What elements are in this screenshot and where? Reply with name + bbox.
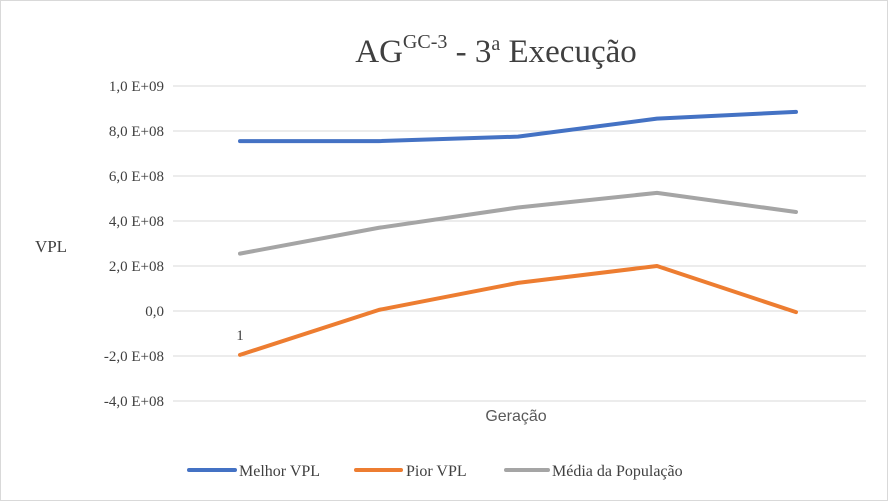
series-lines	[238, 109, 798, 357]
chart-title: AGGC-3 - 3a Execução	[355, 31, 637, 70]
legend-item-media-da-populacao: Média da População	[504, 463, 683, 480]
series-line-melhor-vpl	[238, 109, 798, 144]
series-line-média-da-população	[238, 190, 798, 256]
legend: Melhor VPL Pior VPL Média da População	[187, 463, 683, 480]
y-tick-label: 1,0 E+09	[109, 79, 164, 95]
legend-label: Melhor VPL	[239, 463, 320, 480]
y-tick-label: 2,0 E+08	[109, 259, 164, 275]
chart-title-superscript: GC-3	[403, 31, 447, 53]
y-axis-ticks: 1,0 E+09 8,0 E+08 6,0 E+08 4,0 E+08 2,0 E+08…	[104, 79, 164, 410]
gridlines	[173, 85, 866, 402]
chart-title-ordinal: a	[491, 33, 500, 55]
legend-item-melhor-vpl: Melhor VPL	[187, 463, 320, 480]
y-tick-label: 0,0	[145, 304, 164, 320]
y-tick-label: -4,0 E+08	[104, 394, 164, 410]
y-tick-label: 6,0 E+08	[109, 169, 164, 185]
legend-label: Pior VPL	[406, 463, 467, 480]
series-line-pior-vpl	[238, 264, 798, 357]
x-tick-label: 1	[236, 328, 244, 344]
legend-item-pior-vpl: Pior VPL	[354, 463, 467, 480]
chart-title-main: AG	[355, 34, 403, 70]
legend-label: Média da População	[552, 463, 683, 480]
y-axis-label: VPL	[35, 237, 67, 256]
chart-title-rest: Execução	[500, 34, 637, 70]
chart-title-separator: - 3	[447, 34, 491, 70]
y-tick-label: -2,0 E+08	[104, 349, 164, 365]
y-tick-label: 4,0 E+08	[109, 214, 164, 230]
y-tick-label: 8,0 E+08	[109, 124, 164, 140]
x-axis-label: Geração	[485, 408, 546, 425]
